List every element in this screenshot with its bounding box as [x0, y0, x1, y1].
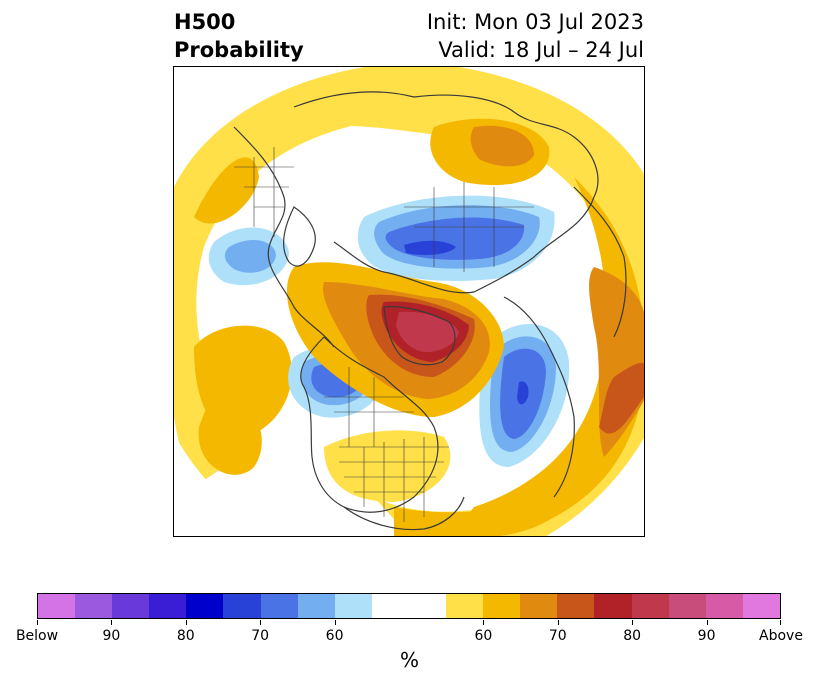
colorbar-swatch	[75, 594, 113, 618]
colorbar-swatch	[38, 594, 76, 618]
skyblue-west	[224, 240, 276, 273]
colorbar-swatch	[408, 594, 447, 618]
colorbar-swatch	[594, 594, 632, 618]
coast-us	[343, 496, 465, 531]
colorbar-swatch	[446, 594, 484, 618]
colorbar-tick	[632, 620, 634, 625]
colorbar-swatch	[186, 594, 224, 618]
colorbar-tick-label: 70	[251, 628, 270, 644]
colorbar-tick	[706, 620, 708, 625]
colorbar-tick	[334, 620, 336, 625]
colorbar-tick	[483, 620, 485, 625]
canada-province-lines	[324, 367, 414, 447]
coast-alaska-siberia	[503, 296, 575, 498]
colorbar-tick-label: 80	[176, 628, 195, 644]
coast-asia-east	[573, 186, 627, 338]
yellow-south	[324, 430, 451, 502]
probability-fields	[174, 67, 644, 536]
chart-title-left: H500 Probability	[174, 8, 304, 64]
border-grid	[234, 147, 534, 522]
coast-eurasia-north	[293, 91, 599, 294]
colorbar-tick	[185, 620, 187, 625]
colorbar-swatch	[297, 594, 335, 618]
coast-scandinavia	[282, 206, 316, 267]
gold-southwest	[198, 387, 262, 475]
colorbar-tick	[37, 620, 38, 625]
colorbar-swatch	[223, 594, 261, 618]
colorbar-swatch	[557, 594, 595, 618]
colorbar-tick-label: 70	[548, 628, 567, 644]
orange-northeast	[470, 125, 534, 167]
colorbar-unit-label: %	[399, 648, 419, 672]
colorbar-tick	[557, 620, 559, 625]
coast-europe	[233, 126, 335, 348]
deepblue-east	[517, 381, 529, 405]
colorbar-tick	[260, 620, 262, 625]
colorbar-tick	[111, 620, 113, 625]
colorbar-swatch	[705, 594, 743, 618]
europe-border-lines	[234, 147, 294, 237]
gold-northwest	[194, 157, 259, 224]
colorbar-swatch	[742, 594, 780, 618]
colorbar-tick-label: 90	[102, 628, 121, 644]
coast-greenland	[383, 306, 456, 366]
title-init-date: Init: Mon 03 Jul 2023	[426, 10, 644, 34]
title-valid-range: Valid: 18 Jul – 24 Jul	[438, 38, 644, 62]
colorbar-ticks: Below 90 80 70 60 60 70 80 90 Above	[16, 620, 803, 646]
colorbar-swatch	[520, 594, 558, 618]
title-product: Probability	[174, 38, 304, 62]
colorbar-swatch	[149, 594, 187, 618]
colorbar-swatch	[334, 594, 372, 618]
crimson-center	[396, 311, 459, 353]
colorbar-tick-label: 60	[325, 628, 344, 644]
gold-south-arc	[394, 497, 560, 536]
colorbar-tick-label: 90	[697, 628, 716, 644]
outer-yellow-ring	[174, 67, 644, 536]
colorbar-tick-label: Above	[759, 628, 803, 644]
us-state-lines	[339, 437, 449, 522]
title-variable: H500	[174, 10, 236, 34]
probability-map-svg	[174, 67, 644, 536]
colorbar-swatch	[260, 594, 298, 618]
darkorange-east	[599, 362, 644, 434]
colorbar-tick	[780, 620, 781, 625]
asia-border-lines	[404, 182, 534, 272]
chart-title-right: Init: Mon 03 Jul 2023 Valid: 18 Jul – 24…	[427, 8, 644, 64]
colorbar-swatch	[483, 594, 521, 618]
colorbar-tick-label: Below	[15, 628, 59, 644]
colorbar-swatch	[631, 594, 669, 618]
coast-canada	[300, 336, 439, 513]
colorbar	[37, 593, 781, 619]
deepblue-north	[404, 240, 456, 255]
polar-stereographic-map	[173, 66, 645, 537]
colorbar-swatch	[371, 594, 409, 618]
colorbar-tick-label: 80	[623, 628, 642, 644]
coastlines	[233, 91, 627, 531]
colorbar-swatch	[668, 594, 706, 618]
colorbar-tick-label: 60	[474, 628, 493, 644]
colorbar-swatch	[112, 594, 150, 618]
